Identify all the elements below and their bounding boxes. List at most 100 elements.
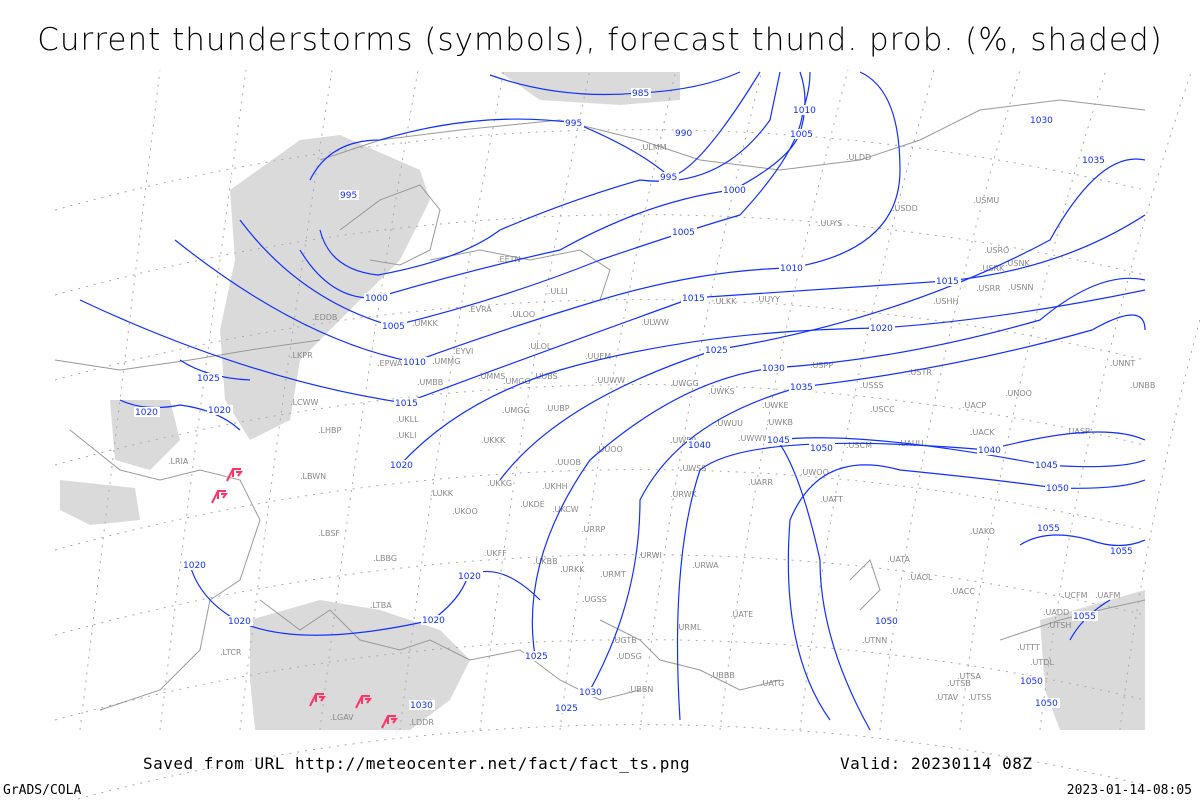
station-label: .EDDB <box>312 313 337 322</box>
shaded-area <box>1040 590 1145 730</box>
station-label: .UNNT <box>1110 359 1135 368</box>
isobar-label: 1025 <box>525 652 548 662</box>
isobar-label: 1025 <box>705 346 728 356</box>
isobar-label-bg <box>524 651 550 661</box>
isobar-label: 1045 <box>767 436 790 446</box>
station-label: .UTTT <box>1017 643 1040 652</box>
map-title: Current thunderstorms (symbols), forecas… <box>37 22 1163 58</box>
station-label: .EPWA <box>377 359 403 368</box>
station-label: .UCFM <box>1062 591 1088 600</box>
station-label: .URWA <box>692 561 719 570</box>
isobar-label: 1020 <box>183 561 206 571</box>
isobar-label: 1040 <box>978 446 1001 456</box>
station-label: .URKK <box>560 565 585 574</box>
isobar-label-bg <box>1072 611 1098 621</box>
station-label: .UWWW <box>738 434 770 443</box>
isobar-label-bg <box>402 357 428 367</box>
thunderstorm-symbol-icon <box>309 693 326 707</box>
thunderstorm-symbol-icon <box>211 490 228 504</box>
shaded-area <box>220 135 430 440</box>
isobar-label: 1020 <box>228 617 251 627</box>
isobar-label: 1050 <box>1020 677 1043 687</box>
isobar-label: 1010 <box>793 106 816 116</box>
isobar-label: 1000 <box>723 186 746 196</box>
station-label: .EYVI <box>453 347 473 356</box>
station-label: .UMMG <box>432 357 460 366</box>
isobar-label: 985 <box>632 89 649 99</box>
isobar <box>239 71 811 327</box>
station-label: .LGAV <box>330 713 354 722</box>
meridian <box>719 69 849 731</box>
meridian <box>479 69 591 731</box>
isobar-label-bg <box>578 687 604 697</box>
thunderstorm-probability-shading <box>60 72 1145 730</box>
station-label: .EETN <box>497 255 521 264</box>
isobar-label: 1005 <box>790 130 813 140</box>
station-label: .ULWW <box>641 318 669 327</box>
station-label: .URMT <box>600 570 626 579</box>
station-label: .UMGG <box>502 406 530 415</box>
station-label: .UTDL <box>1030 658 1054 667</box>
station-label: .UWGG <box>670 379 699 388</box>
isobar <box>174 71 901 363</box>
isobar <box>319 71 781 276</box>
station-label: .UAOL <box>908 573 933 582</box>
isobar-label: 1020 <box>458 572 481 582</box>
parallel <box>71 724 1146 800</box>
isobar-label-bg <box>364 293 390 303</box>
station-label: .ULMM <box>640 143 667 152</box>
isobar-label: 1000 <box>365 294 388 304</box>
isobar <box>79 214 1146 404</box>
station-label: .UTNN <box>862 636 887 645</box>
station-label: .UMBB <box>417 378 443 387</box>
isobar-label-bg <box>1109 546 1135 556</box>
station-label: .LBSF <box>318 529 340 538</box>
station-label: .UATG <box>760 679 784 688</box>
parallel <box>54 554 1146 636</box>
source-url-text: Saved from URL http://meteocenter.net/fa… <box>143 754 691 773</box>
isobar-label: 1020 <box>422 616 445 626</box>
isobar-label-bg <box>722 185 748 195</box>
station-label: .ULDD <box>846 153 871 162</box>
isobar-label-bg <box>409 700 435 710</box>
isobar-label: 1025 <box>197 374 220 384</box>
station-label: .ULOL <box>528 342 552 351</box>
station-label: .UUWW <box>595 376 625 385</box>
coastline <box>69 429 261 711</box>
isobar-label-bg <box>564 118 584 128</box>
station-label: .USCM <box>846 441 872 450</box>
isobar-label-bg <box>659 172 679 182</box>
station-label: .ULOO <box>510 310 535 319</box>
isobar-label-bg <box>196 373 222 383</box>
station-label: .UUOB <box>555 458 581 467</box>
generation-timestamp: 2023-01-14-08:05 <box>1066 783 1192 798</box>
station-label: .UAFM <box>1095 591 1120 600</box>
coastline <box>599 619 781 691</box>
isobar-label-bg <box>554 703 580 713</box>
station-label: .UTSA <box>957 672 982 681</box>
station-label: .EVRA <box>468 305 492 314</box>
station-label: .USSS <box>860 381 884 390</box>
isobar-label-bg <box>935 276 961 286</box>
shaded-area <box>500 72 680 105</box>
station-label: .LKPR <box>290 351 313 360</box>
station-label: .LRIA <box>168 457 189 466</box>
station-label: .UACK <box>970 428 995 437</box>
thunderstorm-symbol-icon <box>355 695 372 709</box>
isobar-label: 1030 <box>762 364 785 374</box>
station-label: .UMKK <box>412 319 439 328</box>
station-label: .UKHH <box>542 482 568 491</box>
station-label: .UUBS <box>533 372 558 381</box>
parallel <box>54 214 1146 296</box>
station-label: .ULKK <box>713 297 737 306</box>
station-label: .UKDE <box>520 500 545 509</box>
coastline <box>54 339 321 371</box>
station-label: .UADD <box>1043 608 1069 617</box>
station-label: .LUKK <box>430 489 454 498</box>
station-labels: .EETN .ULLI .EVRA .ULOO .UMKK .EYVI.UMMG .ULOL… <box>168 143 1155 727</box>
station-label: .UWSS <box>680 464 706 473</box>
isobar-label-bg <box>207 405 233 415</box>
station-label: .UKFF <box>484 549 507 558</box>
station-label: .LTBA <box>370 601 392 610</box>
isobar-label-bg <box>789 382 815 392</box>
